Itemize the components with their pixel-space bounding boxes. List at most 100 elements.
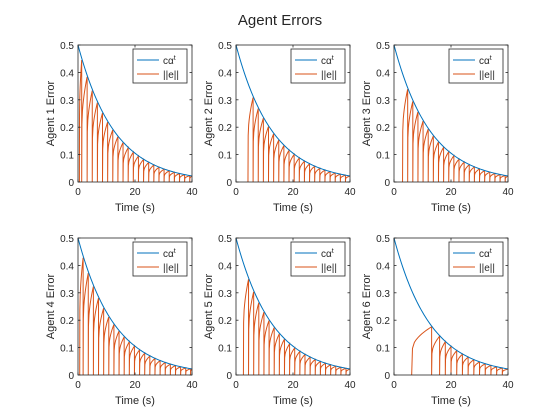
x-axis-label: Time (s) [431,202,471,214]
threshold-envelope-series [235,237,351,370]
y-axis-label: Agent 4 Error [45,273,57,339]
x-axis-label: Time (s) [431,395,471,407]
x-tick-label: 0 [75,187,81,198]
legend-entry-envelope: cαt [321,248,334,260]
y-tick-label: 0.1 [376,151,390,162]
error-norm-series [411,325,509,376]
legend-entry-envelope: cαt [321,55,334,67]
y-tick-label: 0.3 [376,289,390,300]
y-tick-label: 0.2 [60,123,74,134]
threshold-envelope-series [393,44,509,177]
y-tick-label: 0.2 [60,316,74,327]
legend-entry-envelope: cαt [479,248,492,260]
legend-box [290,48,346,84]
legend-box [132,241,188,277]
threshold-envelope-series [235,44,351,177]
y-tick-label: 0.4 [376,261,390,272]
error-norm-series [242,279,351,376]
y-tick-label: 0.1 [218,344,232,355]
legend: cαt ||e|| [448,48,504,84]
y-tick-label: 0.5 [376,234,390,245]
x-tick-label: 0 [233,187,239,198]
error-norm-series [247,97,351,183]
subplot-agent-1: 0 0.1 0.2 0.3 0.4 0.5 0 20 40 Time (s) Agent 1 Err… [45,41,198,214]
y-tick-label: 0.3 [60,289,74,300]
y-tick-label: 0 [68,371,74,382]
x-axis-label: Time (s) [115,395,155,407]
y-tick-label: 0 [68,178,74,189]
y-tick-label: 0.5 [218,234,232,245]
threshold-envelope-series [393,237,509,370]
y-tick-label: 0.4 [60,261,74,272]
subplot-agent-2: 0 0.1 0.2 0.3 0.4 0.5 0 20 40 Time (s) Agent 2 Err… [203,41,356,214]
x-tick-label: 20 [445,380,457,391]
y-tick-label: 0.4 [60,68,74,79]
legend-entry-error: ||e|| [321,263,337,274]
legend-entry-error: ||e|| [479,70,495,81]
y-tick-label: 0.4 [218,68,232,79]
legend-entry-error: ||e|| [163,70,179,81]
y-tick-label: 0.4 [376,68,390,79]
y-tick-label: 0.3 [376,96,390,107]
x-tick-label: 0 [391,187,397,198]
x-tick-label: 20 [287,187,299,198]
y-tick-label: 0 [384,371,390,382]
legend-entry-error: ||e|| [163,263,179,274]
x-tick-label: 40 [502,187,514,198]
subplot-agent-5: 0 0.1 0.2 0.3 0.4 0.5 0 20 40 Time (s) Agent 5 Err… [203,234,356,407]
x-tick-label: 0 [391,380,397,391]
x-tick-label: 0 [233,380,239,391]
x-tick-label: 40 [502,380,514,391]
x-tick-label: 20 [129,380,141,391]
legend-entry-error: ||e|| [321,70,337,81]
subplot-agent-3: 0 0.1 0.2 0.3 0.4 0.5 0 20 40 Time (s) Agent 3 Err… [361,41,514,214]
x-tick-label: 0 [75,380,81,391]
figure-title: Agent Errors [238,12,322,29]
x-axis-label: Time (s) [273,202,313,214]
legend: cαt ||e|| [132,48,188,84]
y-tick-label: 0.2 [376,316,390,327]
legend: cαt ||e|| [448,241,504,277]
y-axis-label: Agent 2 Error [203,80,215,146]
x-tick-label: 40 [344,187,356,198]
legend: cαt ||e|| [290,48,346,84]
y-tick-label: 0.4 [218,261,232,272]
subplot-agent-6: 0 0.1 0.2 0.3 0.4 0.5 0 20 40 Time (s) Agent 6 Err… [361,234,514,407]
y-tick-label: 0.1 [376,344,390,355]
error-norm-series [78,60,193,183]
x-tick-label: 20 [129,187,141,198]
error-norm-series [79,257,193,376]
y-tick-label: 0.3 [60,96,74,107]
y-axis-label: Agent 5 Error [203,273,215,339]
subplot-agent-4: 0 0.1 0.2 0.3 0.4 0.5 0 20 40 Time (s) Agent 4 Err… [45,234,198,407]
y-tick-label: 0.5 [60,234,74,245]
legend: cαt ||e|| [132,241,188,277]
y-tick-label: 0.3 [218,289,232,300]
y-tick-label: 0.1 [60,151,74,162]
x-tick-label: 20 [445,187,457,198]
y-tick-label: 0 [384,178,390,189]
y-tick-label: 0.1 [218,151,232,162]
y-tick-label: 0.2 [218,316,232,327]
legend-entry-envelope: cαt [163,248,176,260]
legend-box [448,241,504,277]
x-axis-label: Time (s) [115,202,155,214]
y-tick-label: 0.1 [60,344,74,355]
y-tick-label: 0.2 [376,123,390,134]
x-tick-label: 40 [186,380,198,391]
legend-entry-envelope: cαt [479,55,492,67]
legend: cαt ||e|| [290,241,346,277]
threshold-envelope-series [77,44,193,177]
y-axis-label: Agent 6 Error [361,273,373,339]
subplot-grid: 0 0.1 0.2 0.3 0.4 0.5 0 20 40 Time (s) Agent 1 Err… [45,41,514,407]
x-axis-label: Time (s) [273,395,313,407]
x-tick-label: 20 [287,380,299,391]
x-tick-label: 40 [186,187,198,198]
legend-box [448,48,504,84]
error-norm-series [402,89,509,183]
y-tick-label: 0 [226,371,232,382]
x-tick-label: 40 [344,380,356,391]
y-tick-label: 0.5 [60,41,74,52]
y-tick-label: 0.5 [376,41,390,52]
